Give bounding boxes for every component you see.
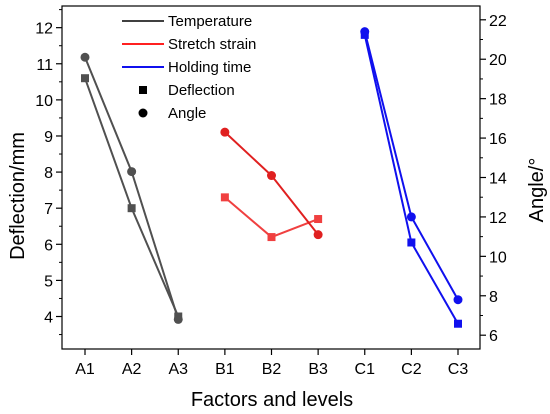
x-axis: A1 A2 A3 B1 B2 B3 C1 C2 C3 xyxy=(75,349,468,378)
y-right-tick-label: 12 xyxy=(489,210,507,227)
x-tick-label: A3 xyxy=(168,361,188,378)
x-tick-label: C1 xyxy=(355,361,376,378)
data-point xyxy=(267,233,276,242)
x-tick-label: B2 xyxy=(262,361,282,378)
data-point xyxy=(314,215,323,224)
y-right-tick-label: 16 xyxy=(489,131,507,148)
legend: Temperature Stretch strain Holding time Def… xyxy=(122,13,256,122)
y-right-tick-label: 18 xyxy=(489,92,507,109)
legend-item: Angle xyxy=(138,105,206,122)
data-point xyxy=(173,314,183,324)
x-tick-label: C3 xyxy=(448,361,469,378)
legend-label: Angle xyxy=(168,105,206,122)
y-right-tick-label: 20 xyxy=(489,52,507,69)
series-temperature-angle xyxy=(80,52,183,324)
y-right-tick-label: 14 xyxy=(489,171,507,188)
legend-marker xyxy=(138,108,148,118)
data-point xyxy=(81,74,89,83)
data-point xyxy=(127,167,137,177)
legend-label: Deflection xyxy=(168,82,235,99)
series-holding-time-angle xyxy=(360,27,463,305)
y-left-tick-label: 11 xyxy=(36,57,53,74)
x-tick-label: C2 xyxy=(401,361,422,378)
data-point xyxy=(267,171,276,181)
legend-label: Stretch strain xyxy=(168,36,256,53)
data-point xyxy=(360,27,370,37)
legend-item: Temperature xyxy=(122,13,252,30)
y-left-tick-label: 7 xyxy=(44,201,53,218)
data-point xyxy=(453,295,463,305)
y-left-tick-label: 5 xyxy=(44,273,53,290)
y-right-tick-label: 8 xyxy=(489,289,498,306)
data-point xyxy=(406,212,416,222)
legend-marker xyxy=(139,86,147,94)
y-axis-left-title: Deflection/mm xyxy=(7,132,29,260)
y-axis-left: 4 5 6 7 8 9 10 11 12 xyxy=(35,9,62,336)
legend-item: Deflection xyxy=(139,82,235,99)
x-axis-title: Factors and levels xyxy=(191,389,353,411)
series-line xyxy=(84,77,180,317)
x-tick-label: A2 xyxy=(122,361,142,378)
legend-item: Holding time xyxy=(122,59,251,76)
y-left-tick-label: 6 xyxy=(44,237,53,254)
legend-label: Temperature xyxy=(168,13,252,30)
y-left-tick-label: 10 xyxy=(35,93,53,110)
data-point xyxy=(407,238,416,247)
y-left-tick-label: 4 xyxy=(44,310,53,327)
x-tick-label: A1 xyxy=(75,361,95,378)
data-point xyxy=(313,230,323,240)
y-right-tick-label: 22 xyxy=(489,13,507,30)
series-line xyxy=(363,34,459,325)
data-point xyxy=(220,193,229,202)
y-left-tick-label: 8 xyxy=(44,165,53,182)
series-stretch-strain-angle xyxy=(220,127,323,240)
series-line xyxy=(224,131,319,236)
series-line xyxy=(363,31,459,301)
x-tick-label: B1 xyxy=(215,361,235,378)
legend-label: Holding time xyxy=(168,59,251,76)
y-right-tick-label: 6 xyxy=(489,328,498,345)
y-left-tick-label: 9 xyxy=(44,129,53,146)
data-point xyxy=(127,204,136,213)
data-point xyxy=(454,319,462,328)
y-axis-right-title: Angle/° xyxy=(526,158,548,223)
series-line xyxy=(84,56,180,320)
y-left-tick-label: 12 xyxy=(35,21,53,38)
legend-item: Stretch strain xyxy=(122,36,256,53)
series-stretch-strain-deflection xyxy=(220,193,323,242)
y-axis-right: 6 8 10 12 14 16 18 20 22 xyxy=(480,13,507,345)
series-layer xyxy=(80,27,463,328)
data-point xyxy=(80,52,90,62)
data-point xyxy=(220,127,230,137)
x-tick-label: B3 xyxy=(308,361,328,378)
y-right-tick-label: 10 xyxy=(489,249,507,266)
